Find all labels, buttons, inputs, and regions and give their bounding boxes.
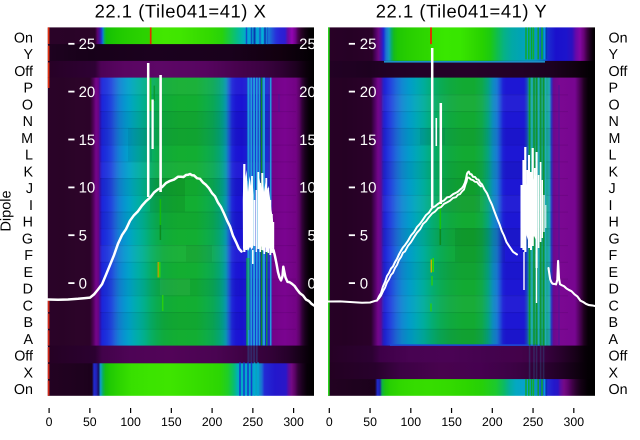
svg-text:20: 20 xyxy=(79,84,96,101)
svg-text:On: On xyxy=(609,382,628,398)
svg-text:15: 15 xyxy=(79,132,96,149)
svg-text:15: 15 xyxy=(360,132,377,149)
svg-text:50: 50 xyxy=(363,415,377,429)
svg-text:15: 15 xyxy=(299,132,316,149)
svg-text:O: O xyxy=(22,98,33,114)
svg-text:Y: Y xyxy=(23,47,33,63)
svg-text:M: M xyxy=(21,131,33,147)
svg-text:N: N xyxy=(23,114,33,130)
svg-text:B: B xyxy=(23,315,33,331)
svg-text:22.1 (Tile041=41) X: 22.1 (Tile041=41) X xyxy=(95,0,267,21)
svg-text:I: I xyxy=(29,198,33,214)
svg-text:L: L xyxy=(609,148,617,164)
svg-text:0: 0 xyxy=(46,415,53,429)
svg-text:250: 250 xyxy=(523,415,544,429)
svg-text:C: C xyxy=(609,298,619,314)
svg-text:Off: Off xyxy=(14,64,33,80)
svg-text:On: On xyxy=(14,31,33,47)
svg-text:D: D xyxy=(23,282,33,298)
svg-text:0: 0 xyxy=(79,275,87,292)
svg-text:M: M xyxy=(609,131,621,147)
svg-text:P: P xyxy=(609,81,619,97)
svg-text:J: J xyxy=(609,181,616,197)
svg-text:200: 200 xyxy=(202,415,223,429)
svg-text:C: C xyxy=(23,298,33,314)
svg-text:G: G xyxy=(22,231,33,247)
svg-text:D: D xyxy=(609,282,619,298)
svg-text:J: J xyxy=(26,181,33,197)
svg-text:5: 5 xyxy=(307,228,315,245)
svg-text:50: 50 xyxy=(83,415,97,429)
svg-text:250: 250 xyxy=(243,415,264,429)
svg-text:B: B xyxy=(609,315,619,331)
svg-text:P: P xyxy=(23,81,33,97)
svg-text:A: A xyxy=(609,332,619,348)
svg-text:Off: Off xyxy=(14,349,33,365)
svg-text:5: 5 xyxy=(360,228,368,245)
svg-text:10: 10 xyxy=(299,180,316,197)
svg-text:25: 25 xyxy=(299,36,316,53)
svg-text:Dipole: Dipole xyxy=(0,190,15,231)
svg-text:100: 100 xyxy=(401,415,422,429)
svg-text:0: 0 xyxy=(326,415,333,429)
svg-text:0: 0 xyxy=(360,275,368,292)
svg-text:O: O xyxy=(609,98,620,114)
svg-text:150: 150 xyxy=(161,415,182,429)
svg-text:K: K xyxy=(609,164,619,180)
svg-text:20: 20 xyxy=(299,84,316,101)
svg-text:X: X xyxy=(609,365,619,381)
svg-text:300: 300 xyxy=(564,415,585,429)
svg-text:25: 25 xyxy=(79,36,96,53)
svg-text:5: 5 xyxy=(79,228,87,245)
svg-text:150: 150 xyxy=(441,415,462,429)
svg-text:0: 0 xyxy=(307,275,315,292)
svg-text:F: F xyxy=(24,248,33,264)
svg-text:On: On xyxy=(14,382,33,398)
svg-text:Off: Off xyxy=(609,349,628,365)
svg-text:F: F xyxy=(609,248,618,264)
svg-text:H: H xyxy=(23,215,33,231)
svg-text:E: E xyxy=(609,265,619,281)
svg-text:Off: Off xyxy=(609,64,628,80)
svg-text:On: On xyxy=(609,31,628,47)
svg-text:10: 10 xyxy=(360,180,377,197)
svg-text:100: 100 xyxy=(120,415,141,429)
svg-text:G: G xyxy=(609,231,620,247)
svg-text:25: 25 xyxy=(360,36,377,53)
svg-text:K: K xyxy=(23,164,33,180)
svg-text:300: 300 xyxy=(283,415,304,429)
svg-text:20: 20 xyxy=(360,84,377,101)
svg-text:I: I xyxy=(609,198,613,214)
svg-text:A: A xyxy=(23,332,33,348)
svg-text:Y: Y xyxy=(609,47,619,63)
svg-text:E: E xyxy=(23,265,33,281)
svg-text:L: L xyxy=(25,148,33,164)
svg-text:X: X xyxy=(23,365,33,381)
svg-text:10: 10 xyxy=(79,180,96,197)
svg-text:200: 200 xyxy=(482,415,503,429)
svg-text:N: N xyxy=(609,114,619,130)
svg-text:22.1 (Tile041=41) Y: 22.1 (Tile041=41) Y xyxy=(376,0,547,21)
svg-text:H: H xyxy=(609,215,619,231)
